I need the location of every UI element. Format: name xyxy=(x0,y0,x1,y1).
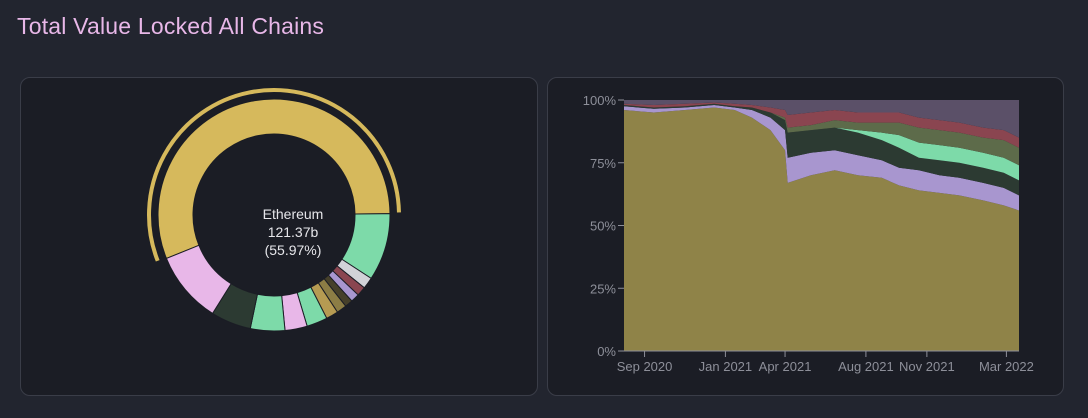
area-series[interactable] xyxy=(624,103,1019,196)
x-tick-label: Sep 2020 xyxy=(617,359,673,374)
x-tick-label: Aug 2021 xyxy=(838,359,894,374)
donut-chart-panel: Ethereum 121.37b (55.97%) xyxy=(20,77,538,396)
y-tick-label: 0% xyxy=(597,344,616,359)
donut-center-name: Ethereum xyxy=(262,206,324,222)
x-tick-label: Mar 2022 xyxy=(979,359,1034,374)
donut-highlight-arc xyxy=(147,88,401,262)
y-tick-label: 50% xyxy=(590,219,616,234)
area-series[interactable] xyxy=(624,100,1019,138)
stacked-area-chart: 0% 25% 50% 75% 100% Sep 2020 Jan 2021 Apr 2021 A… xyxy=(583,93,1034,374)
donut-chart xyxy=(147,88,401,332)
y-tick-label: 100% xyxy=(583,93,617,108)
area-chart-panel: 0% 25% 50% 75% 100% Sep 2020 Jan 2021 Apr 2021 A… xyxy=(547,77,1064,396)
area-series[interactable] xyxy=(624,102,1019,148)
area-series[interactable] xyxy=(624,105,1019,211)
area-series-ethereum[interactable] xyxy=(624,107,1019,351)
donut-slice[interactable] xyxy=(165,244,232,315)
donut-center-percent: (55.97%) xyxy=(264,242,322,258)
donut-center-value: 121.37b xyxy=(267,224,319,240)
y-tick-label: 25% xyxy=(590,281,616,296)
y-tick-label: 75% xyxy=(590,156,616,171)
x-tick-label: Apr 2021 xyxy=(759,359,812,374)
area-series[interactable] xyxy=(624,103,1019,166)
x-tick-label: Nov 2021 xyxy=(899,359,955,374)
donut-center-label: Ethereum 121.37b (55.97%) xyxy=(233,205,353,259)
donut-slice-ethereum[interactable] xyxy=(157,98,391,260)
x-tick-label: Jan 2021 xyxy=(699,359,753,374)
page-title: Total Value Locked All Chains xyxy=(17,13,325,39)
